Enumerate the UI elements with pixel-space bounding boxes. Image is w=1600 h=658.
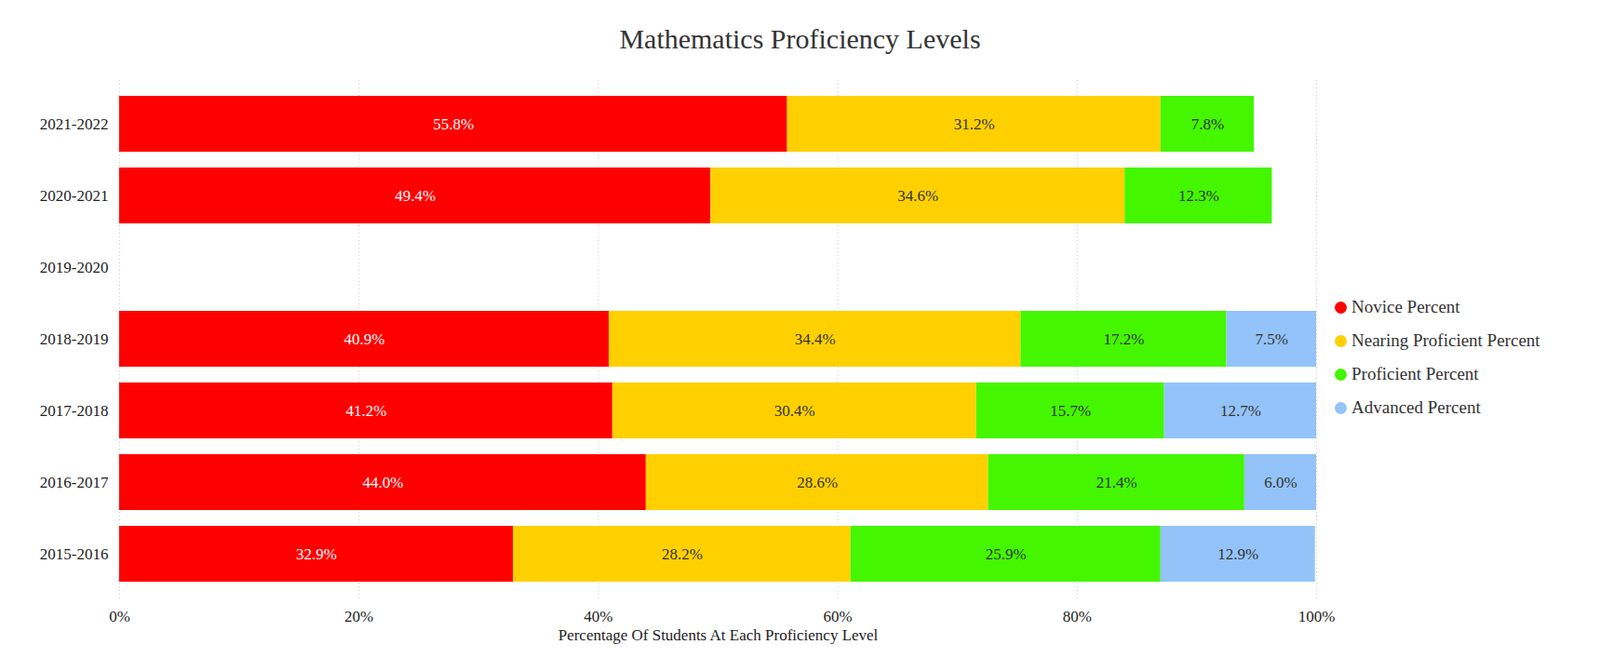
- svg-text:Percentage Of Students At Each: Percentage Of Students At Each Proficien…: [558, 626, 879, 645]
- svg-text:31.2%: 31.2%: [954, 115, 995, 134]
- svg-text:80%: 80%: [1062, 607, 1092, 626]
- svg-text:28.6%: 28.6%: [796, 473, 838, 492]
- svg-text:20%: 20%: [344, 607, 374, 626]
- svg-text:0%: 0%: [108, 607, 131, 626]
- svg-text:7.5%: 7.5%: [1255, 330, 1289, 349]
- svg-text:55.8%: 55.8%: [432, 115, 474, 134]
- html-text:Novice Percent: Novice Percent: [1351, 296, 1461, 317]
- svg-text:41.2%: 41.2%: [345, 402, 387, 420]
- svg-text:34.6%: 34.6%: [897, 187, 939, 205]
- svg-text:40.9%: 40.9%: [344, 330, 386, 349]
- svg-text:12.7%: 12.7%: [1220, 402, 1262, 420]
- svg-text:30.4%: 30.4%: [774, 402, 816, 420]
- svg-text:21.4%: 21.4%: [1096, 473, 1138, 492]
- svg-text:25.9%: 25.9%: [985, 545, 1027, 564]
- svg-text:49.4%: 49.4%: [394, 187, 436, 205]
- html-text:Proficient Percent: Proficient Percent: [1351, 363, 1479, 384]
- svg-text:7.8%: 7.8%: [1191, 115, 1224, 134]
- svg-text:40%: 40%: [583, 607, 613, 626]
- svg-text:12.3%: 12.3%: [1178, 187, 1220, 205]
- svg-text:2017-2018: 2017-2018: [40, 402, 109, 420]
- html-text:Advanced Percent: Advanced Percent: [1351, 397, 1481, 417]
- svg-text:6.0%: 6.0%: [1263, 473, 1297, 492]
- svg-text:34.4%: 34.4%: [794, 330, 836, 349]
- svg-text:28.2%: 28.2%: [661, 545, 703, 564]
- html-text:Mathematics Proficiency Levels: Mathematics Proficiency Levels: [619, 23, 981, 54]
- svg-text:2016-2017: 2016-2017: [40, 473, 109, 492]
- svg-text:100%: 100%: [1298, 607, 1336, 626]
- svg-text:15.7%: 15.7%: [1049, 402, 1091, 420]
- svg-text:2020-2021: 2020-2021: [40, 187, 109, 205]
- svg-text:60%: 60%: [823, 607, 853, 626]
- html-text:Nearing Proficient Percent: Nearing Proficient Percent: [1351, 330, 1541, 350]
- svg-text:17.2%: 17.2%: [1102, 330, 1144, 349]
- svg-text:2018-2019: 2018-2019: [40, 330, 109, 349]
- svg-text:2015-2016: 2015-2016: [40, 545, 109, 564]
- svg-text:12.9%: 12.9%: [1217, 545, 1259, 564]
- svg-text:2019-2020: 2019-2020: [40, 258, 109, 277]
- svg-text:32.9%: 32.9%: [295, 545, 337, 564]
- svg-text:44.0%: 44.0%: [362, 473, 404, 492]
- svg-text:2021-2022: 2021-2022: [40, 115, 109, 134]
